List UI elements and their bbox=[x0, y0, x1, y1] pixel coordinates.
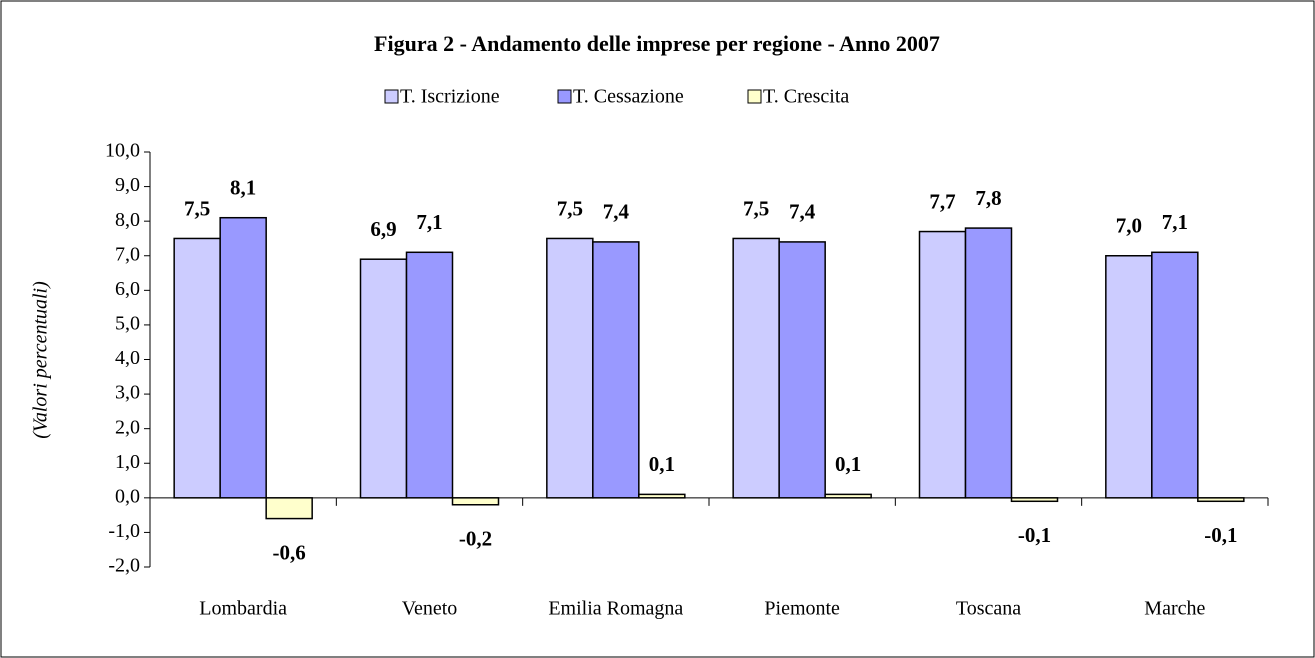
legend-swatch bbox=[747, 89, 762, 104]
legend-label: T. Iscrizione bbox=[400, 86, 500, 108]
value-label: 7,5 bbox=[184, 196, 210, 220]
legend-swatch bbox=[384, 89, 399, 104]
y-tick-label: 6,0 bbox=[115, 278, 140, 300]
x-tick-label: Toscana bbox=[956, 598, 1021, 620]
value-label: 7,8 bbox=[975, 186, 1001, 210]
y-tick-label: 5,0 bbox=[115, 313, 140, 335]
x-tick-label: Emilia Romagna bbox=[548, 598, 683, 620]
value-label: 7,7 bbox=[929, 189, 955, 213]
value-label: -0,6 bbox=[273, 540, 306, 564]
y-tick-label: 8,0 bbox=[115, 209, 140, 231]
bar bbox=[265, 497, 313, 520]
bar bbox=[964, 227, 1013, 499]
y-tick-label: 1,0 bbox=[115, 451, 140, 473]
value-label: 7,5 bbox=[743, 196, 769, 220]
bar bbox=[405, 251, 454, 499]
y-axis-label: (Valori percentuali) bbox=[30, 281, 52, 439]
value-label: 0,1 bbox=[835, 452, 861, 476]
value-label: 7,4 bbox=[603, 200, 630, 224]
chart-title: Figura 2 - Andamento delle imprese per r… bbox=[374, 31, 940, 56]
x-tick-label: Lombardia bbox=[199, 598, 287, 620]
bar bbox=[1105, 255, 1153, 499]
bar bbox=[173, 237, 221, 499]
bar bbox=[592, 241, 640, 499]
bar bbox=[1197, 497, 1245, 503]
bar bbox=[546, 237, 594, 499]
value-label: 7,4 bbox=[789, 200, 816, 224]
bar bbox=[918, 230, 967, 499]
value-label: -0,2 bbox=[459, 527, 492, 551]
x-tick-label: Piemonte bbox=[764, 598, 840, 620]
bar bbox=[1151, 251, 1199, 499]
y-tick-label: 0,0 bbox=[115, 485, 140, 507]
value-label: 7,1 bbox=[416, 210, 442, 234]
x-tick-label: Veneto bbox=[402, 598, 458, 620]
legend-label: T. Crescita bbox=[763, 86, 849, 108]
bar bbox=[638, 493, 686, 499]
value-label: -0,1 bbox=[1018, 523, 1051, 547]
bar bbox=[451, 497, 500, 506]
value-label: 7,0 bbox=[1116, 214, 1142, 238]
y-tick-label: 3,0 bbox=[115, 382, 140, 404]
bar bbox=[732, 237, 780, 499]
value-label: 0,1 bbox=[649, 452, 675, 476]
bar bbox=[1010, 497, 1059, 503]
value-label: 6,9 bbox=[370, 217, 396, 241]
legend-label: T. Cessazione bbox=[573, 86, 684, 108]
y-tick-label: -2,0 bbox=[108, 555, 140, 577]
bar bbox=[359, 258, 408, 499]
bar bbox=[219, 216, 267, 499]
y-tick-label: 4,0 bbox=[115, 347, 140, 369]
bar bbox=[778, 241, 826, 499]
y-tick-label: 2,0 bbox=[115, 416, 140, 438]
y-tick-label: 9,0 bbox=[115, 174, 140, 196]
y-tick-label: 7,0 bbox=[115, 243, 140, 265]
value-label: 7,5 bbox=[557, 196, 583, 220]
y-tick-label: 10,0 bbox=[105, 140, 140, 162]
value-label: 8,1 bbox=[230, 176, 256, 200]
x-tick-label: Marche bbox=[1144, 598, 1205, 620]
value-label: 7,1 bbox=[1162, 210, 1188, 234]
value-label: -0,1 bbox=[1204, 523, 1237, 547]
legend-swatch bbox=[557, 89, 572, 104]
y-tick-label: -1,0 bbox=[108, 520, 140, 542]
bar bbox=[824, 493, 872, 499]
